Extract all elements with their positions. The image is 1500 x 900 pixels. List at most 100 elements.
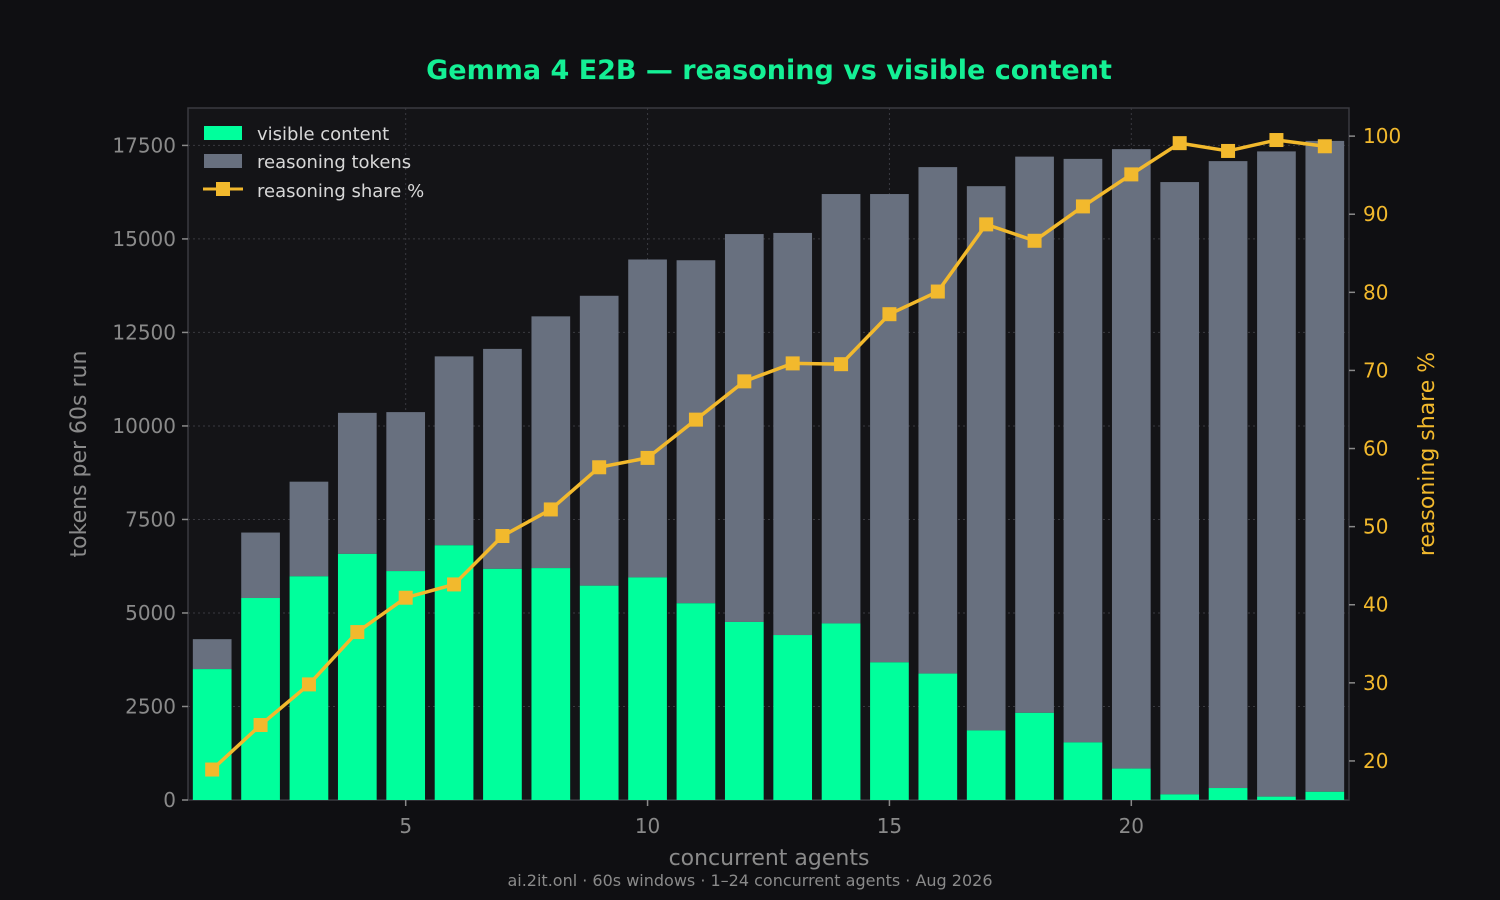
- bar-visible: [966, 730, 1006, 800]
- bar-reasoning: [1015, 156, 1054, 713]
- y2-tick-label: 60: [1363, 437, 1388, 461]
- share-marker: [205, 762, 220, 777]
- bar-reasoning: [870, 194, 909, 663]
- y2-axis-label: reasoning share %: [1415, 352, 1440, 556]
- share-marker: [301, 677, 316, 692]
- bar-reasoning: [821, 194, 861, 624]
- y2-tick-label: 100: [1363, 124, 1401, 148]
- bar-visible: [1111, 768, 1151, 800]
- bar-visible: [821, 623, 861, 800]
- y-tick-label: 7500: [125, 507, 176, 531]
- bar-visible: [1257, 796, 1296, 800]
- share-marker: [737, 374, 752, 389]
- legend-label-reasoning: reasoning tokens: [257, 152, 411, 173]
- bar-reasoning: [1257, 151, 1296, 797]
- share-marker: [930, 284, 945, 299]
- share-line: [211, 138, 1326, 771]
- share-marker: [398, 590, 413, 605]
- share-marker: [834, 357, 849, 372]
- y-tick-label: 0: [163, 788, 176, 812]
- bar-reasoning: [966, 186, 1006, 731]
- bar-visible: [1015, 712, 1054, 800]
- bar-visible: [337, 553, 377, 800]
- bar-reasoning: [918, 167, 958, 674]
- bar-visible: [918, 673, 958, 800]
- chart-footer: ai.2it.onl · 60s windows · 1–24 concurre…: [507, 871, 992, 890]
- legend-swatch-visible: [204, 126, 242, 140]
- y2-tick-label: 30: [1363, 671, 1388, 695]
- share-marker: [785, 356, 800, 371]
- bar-reasoning: [724, 234, 764, 622]
- bar-visible: [676, 603, 716, 800]
- share-marker: [447, 577, 462, 592]
- share-marker: [495, 529, 510, 544]
- bar-reasoning: [773, 232, 813, 636]
- y2-tick-label: 50: [1363, 515, 1388, 539]
- share-marker: [1027, 233, 1042, 248]
- y-axis-label: tokens per 60s run: [67, 351, 92, 558]
- y2-tick-label: 40: [1363, 593, 1388, 617]
- share-marker: [1221, 143, 1236, 158]
- share-marker: [1269, 133, 1284, 148]
- legend: visible content reasoning tokens reasoni…: [203, 124, 424, 202]
- x-tick-label: 5: [399, 814, 412, 838]
- y2-tick-label: 70: [1363, 358, 1388, 382]
- share-marker: [688, 412, 703, 427]
- y-tick-label: 2500: [125, 694, 176, 718]
- bar-visible: [531, 568, 571, 800]
- x-tick-label: 20: [1119, 814, 1144, 838]
- bar-reasoning: [531, 316, 571, 569]
- bar-reasoning: [386, 412, 426, 572]
- legend-label-visible: visible content: [257, 124, 389, 145]
- bar-visible: [1160, 794, 1200, 800]
- bar-visible: [1305, 791, 1345, 800]
- bar-reasoning: [1111, 149, 1151, 769]
- legend-label-share: reasoning share %: [257, 181, 424, 202]
- share-marker: [1075, 199, 1090, 214]
- y-tick-label: 17500: [112, 133, 176, 157]
- y-tick-label: 5000: [125, 601, 176, 625]
- bar-reasoning: [192, 639, 232, 670]
- bar-visible: [483, 568, 522, 800]
- bar-reasoning: [579, 295, 619, 586]
- y2-tick-label: 80: [1363, 280, 1388, 304]
- share-marker: [979, 217, 994, 232]
- bar-group: [192, 140, 1345, 800]
- share-marker: [1124, 167, 1139, 182]
- bar-reasoning: [434, 356, 474, 546]
- bar-visible: [386, 571, 426, 800]
- axes-group: 0 2500 5000 7500 10000 12500 15000 17500 20 30 40 5…: [112, 124, 1401, 838]
- x-tick-label: 10: [635, 814, 660, 838]
- bar-reasoning: [1063, 158, 1103, 743]
- bar-visible: [724, 621, 764, 800]
- plot-area: [187, 107, 1350, 801]
- legend-marker-share: [216, 182, 230, 196]
- bar-reasoning: [337, 412, 377, 554]
- x-tick-label: 15: [877, 814, 902, 838]
- chart-title: Gemma 4 E2B — reasoning vs visible conte…: [426, 55, 1112, 86]
- x-axis-label: concurrent agents: [669, 846, 870, 871]
- bar-reasoning: [628, 259, 667, 578]
- y2-tick-label: 20: [1363, 749, 1388, 773]
- y-tick-label: 12500: [112, 320, 176, 344]
- share-marker: [1172, 136, 1187, 151]
- share-marker: [543, 502, 558, 517]
- bar-reasoning: [1305, 140, 1345, 792]
- bar-visible: [1063, 742, 1103, 800]
- y-tick-label: 15000: [112, 227, 176, 251]
- bar-reasoning: [241, 532, 280, 599]
- bar-visible: [579, 585, 619, 800]
- legend-swatch-reasoning: [204, 154, 242, 168]
- share-marker: [1317, 139, 1332, 154]
- share-marker: [640, 450, 655, 465]
- y-tick-label: 10000: [112, 414, 176, 438]
- bar-reasoning: [1160, 182, 1200, 795]
- share-marker: [350, 625, 365, 640]
- share-marker: [882, 307, 897, 322]
- bar-reasoning: [289, 481, 329, 577]
- share-line-group: [205, 133, 1332, 777]
- bar-visible: [1208, 788, 1248, 800]
- bar-visible: [192, 669, 232, 800]
- bar-visible: [870, 662, 909, 800]
- bar-visible: [773, 635, 813, 800]
